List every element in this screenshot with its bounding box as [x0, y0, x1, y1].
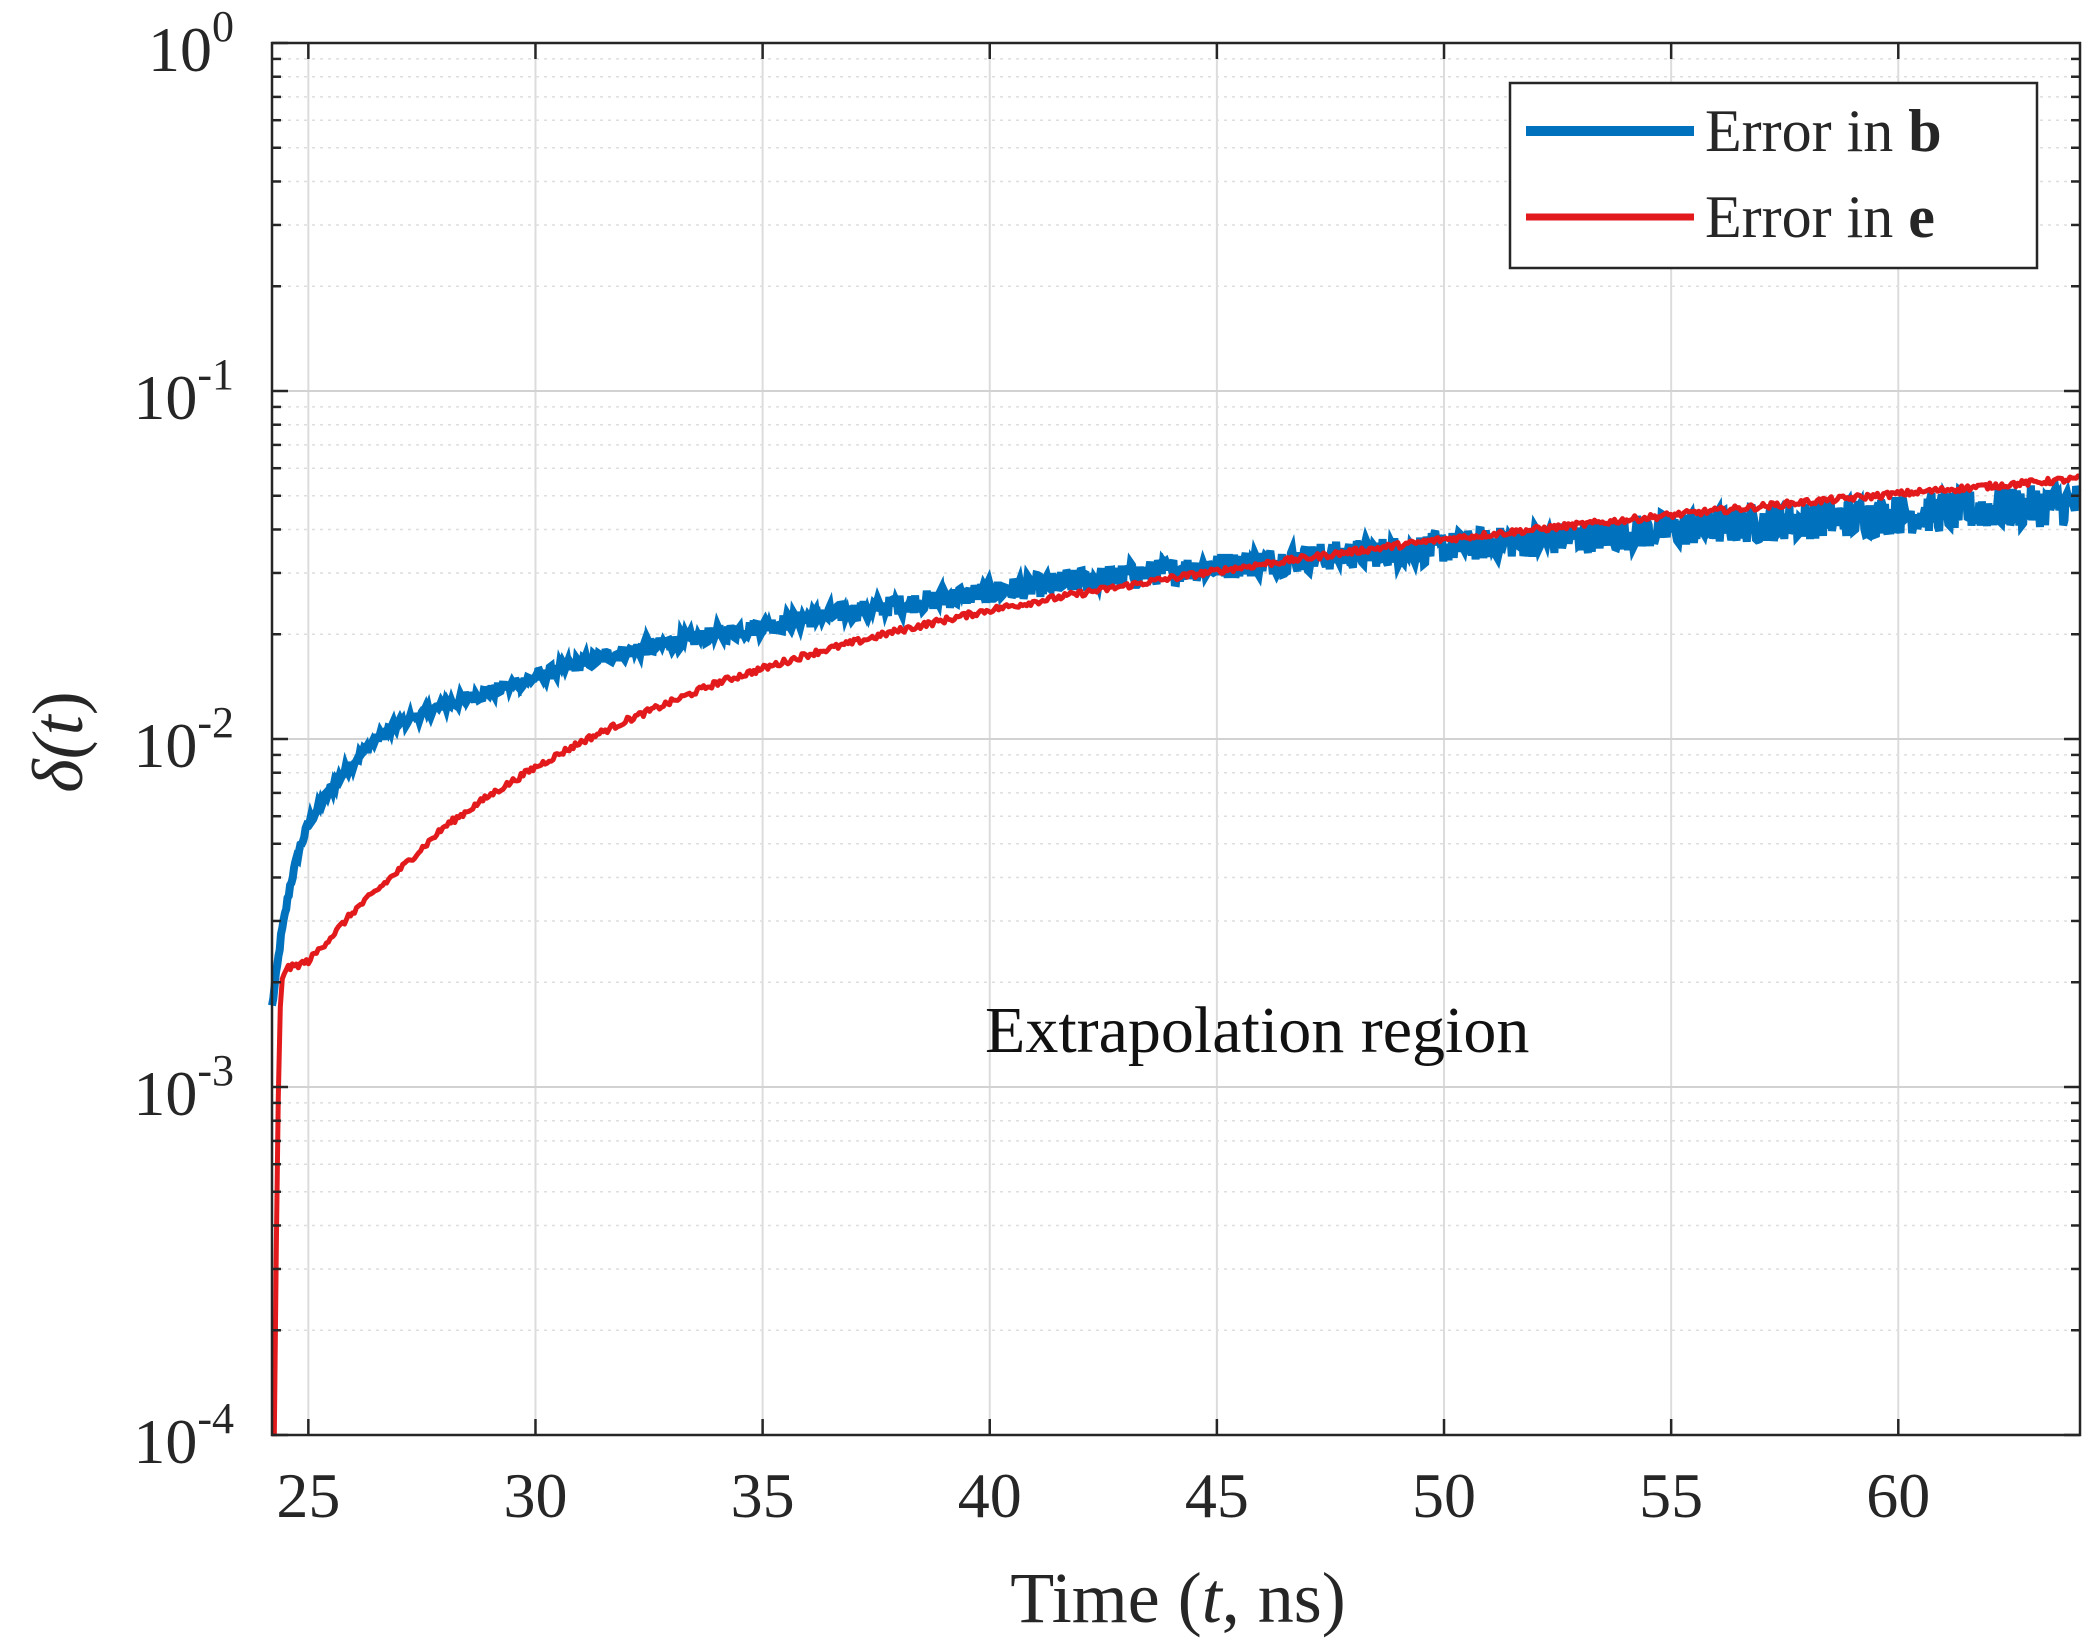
- y-tick-label: 100: [148, 2, 234, 85]
- x-tick-label: 25: [276, 1460, 340, 1531]
- series-line-b: [268, 476, 2082, 1007]
- y-tick-labels: 10-4 10-3 10-2 10-1 100: [133, 2, 234, 1477]
- x-axis-label: Time (t, ns): [1010, 1558, 1345, 1638]
- x-tick-labels: 25 30 35 40 45 50 55 60: [276, 1460, 1930, 1531]
- x-tick-label: 45: [1185, 1460, 1249, 1531]
- legend-label-b: Error in b: [1705, 98, 1942, 164]
- series-layer: [268, 473, 2082, 1437]
- extrapolation-annotation: Extrapolation region: [985, 994, 1529, 1067]
- x-tick-label: 35: [731, 1460, 795, 1531]
- y-axis-label-close: ): [18, 691, 98, 715]
- y-axis-label: δ(t): [18, 691, 98, 792]
- x-tick-label: 40: [958, 1460, 1022, 1531]
- y-axis-label-var: t: [18, 713, 98, 735]
- y-tick-label: 10-4: [133, 1394, 234, 1477]
- x-axis-label-main: Time (: [1010, 1558, 1201, 1638]
- y-tick-label: 10-3: [133, 1046, 234, 1129]
- y-tick-label: 10-1: [133, 350, 234, 433]
- x-tick-label: 30: [503, 1460, 567, 1531]
- x-tick-label: 50: [1412, 1460, 1476, 1531]
- y-axis-label-symbol: δ(: [18, 731, 98, 792]
- x-axis-label-rest: , ns): [1222, 1558, 1346, 1638]
- legend: Error in b Error in e: [1508, 81, 2039, 270]
- series-line-e: [271, 473, 2082, 1437]
- x-tick-label: 60: [1866, 1460, 1930, 1531]
- x-tick-label: 55: [1639, 1460, 1703, 1531]
- x-axis-label-var: t: [1202, 1558, 1224, 1638]
- legend-box: [1508, 81, 2039, 270]
- ticks: [272, 41, 2080, 1437]
- legend-label-e: Error in e: [1705, 184, 1935, 250]
- y-tick-label: 10-2: [133, 698, 234, 781]
